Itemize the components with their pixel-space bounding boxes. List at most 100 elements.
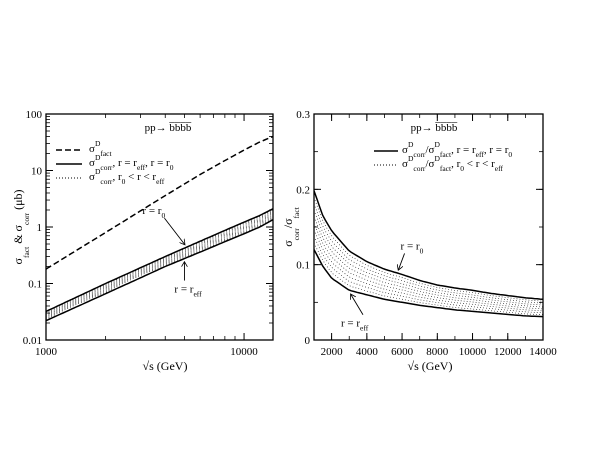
legend-sub: corr — [413, 150, 426, 159]
series-line-reff — [314, 249, 543, 318]
annotation-text: r = r — [142, 205, 161, 217]
band-dotted-line — [46, 212, 273, 315]
svg-text:σfact & σcorr (μb): σfact & σcorr (μb) — [11, 189, 31, 264]
process-label-left: pp→ b̅b̅b̅b̅ — [145, 122, 192, 134]
legend-sup: D — [95, 139, 101, 148]
y-tick-label: 0.3 — [296, 109, 310, 121]
series-line-r0 — [46, 208, 273, 313]
x-tick-label: 2000 — [321, 346, 344, 358]
annotation-arrow — [164, 217, 184, 244]
y-tick-label: 0.1 — [296, 260, 310, 272]
band-dotted-line — [46, 209, 273, 313]
legend-sub: corr — [413, 164, 426, 173]
legend-sub: fact — [100, 149, 112, 158]
y-tick-label: 0 — [305, 335, 311, 347]
legend-tail-sub: 0 — [122, 177, 126, 186]
x-tick-label: 12000 — [494, 346, 522, 358]
x-tick-label: 8000 — [426, 346, 449, 358]
legend-tail2: < r < r — [125, 171, 156, 183]
y-tick-label: 0.2 — [296, 184, 310, 196]
right-chart-panel: σcorr/σfact √s (GeV) 2000 4000 6000 8000 100… — [281, 109, 557, 373]
annotation-arrow — [399, 253, 405, 269]
annotation-sub: 0 — [161, 211, 165, 220]
series-line-reff — [46, 218, 273, 322]
legend-tail2: < r < r — [464, 158, 495, 170]
left-chart-panel: σfact & σcorr (μb) √s (GeV) 1000 100000.0… — [11, 109, 274, 373]
band-dotted-line — [314, 229, 543, 312]
process-label-right: pp→ b̅b̅b̅b̅ — [411, 122, 458, 134]
band-dotted-line — [314, 197, 543, 302]
annotation-sub: 0 — [420, 246, 424, 255]
legend-sup: D — [95, 153, 101, 162]
legend-symbol: σ — [402, 158, 408, 170]
plot-area — [46, 135, 273, 322]
legend-symbol: σ — [89, 143, 95, 155]
band-dotted-line — [46, 216, 273, 319]
annotation-label: r = r0 — [401, 240, 424, 255]
legend-tail-sub: eff — [137, 163, 146, 172]
legend-sup: D — [408, 154, 414, 163]
y-axis-label-left: σfact & σcorr (μb) — [11, 189, 31, 264]
y-tick-label: 100 — [26, 109, 43, 121]
legend-mid-sup: D — [434, 154, 440, 163]
legend-symbol: σ — [402, 144, 408, 156]
series-line-fact — [46, 135, 273, 270]
svg-text:σcorr/σfact: σcorr/σfact — [281, 206, 301, 247]
legend-sub: corr — [100, 177, 113, 186]
annotation-text: r = r — [401, 240, 420, 252]
band-dotted-line — [314, 242, 543, 316]
band-dotted-line — [314, 210, 543, 306]
annotation-arrow — [351, 295, 364, 315]
band-dotted-line — [314, 203, 543, 304]
legend-tail2-sub: 0 — [508, 150, 512, 159]
legend-tail: , r — [451, 158, 461, 170]
y-tick-label: 10 — [31, 166, 43, 178]
legend-mid-sub: fact — [440, 164, 452, 173]
x-tick-label: 6000 — [391, 346, 414, 358]
legend-sub: corr — [100, 163, 113, 172]
band-dotted-line — [46, 218, 273, 320]
band-dotted-line — [314, 223, 543, 310]
plot-area — [314, 190, 543, 318]
annotation-label: r = r0 — [142, 205, 165, 220]
legend-symbol: σ — [89, 171, 95, 183]
series-line-r0 — [314, 190, 543, 301]
x-tick-label: 10000 — [230, 346, 258, 358]
legend-tail2-sub: eff — [156, 177, 165, 186]
legend-mid: /σ — [425, 144, 434, 156]
legend-entry: σDcorr/σDfact, r = reff, r = r0 — [402, 140, 512, 159]
annotation-text: r = r — [174, 284, 193, 296]
band-dotted-line — [46, 210, 273, 314]
legend-mid: /σ — [425, 158, 434, 170]
legend-mid-sub: fact — [440, 150, 452, 159]
annotation-sub: eff — [360, 324, 369, 333]
legend-tail: , r = r — [451, 144, 476, 156]
y-tick-label: 0.1 — [28, 279, 42, 291]
y-axis-label-right: σcorr/σfact — [281, 206, 301, 247]
legend-entry: σDcorr/σDfact, r0 < r < reff — [402, 154, 503, 173]
legend-tail: , r — [112, 171, 122, 183]
plot-frame — [45, 113, 274, 341]
legend-entry: σDcorr, r0 < r < reff — [89, 167, 165, 186]
legend-tail-sub: eff — [476, 150, 485, 159]
band-dotted-line — [314, 236, 543, 314]
x-axis-label-left: √s (GeV) — [143, 359, 188, 373]
annotation-sub: eff — [193, 290, 202, 299]
legend-tail2-sub: eff — [495, 164, 504, 173]
annotation-label: r = reff — [341, 318, 369, 333]
sub: fact — [22, 246, 31, 258]
legend-entry: σDfact — [89, 139, 113, 158]
y-tick-label: 0.01 — [23, 335, 42, 347]
legend-sup: D — [408, 140, 414, 149]
x-axis-label-right: √s (GeV) — [408, 359, 453, 373]
x-tick-label: 14000 — [529, 346, 557, 358]
annotation-text: r = r — [341, 318, 360, 330]
band-dotted-line — [46, 215, 273, 318]
legend-symbol: σ — [89, 157, 95, 169]
band-dotted-line — [46, 214, 273, 317]
legend-tail2: , r = r — [484, 144, 509, 156]
annotation-label: r = reff — [174, 284, 202, 299]
legend-entry: σDcorr, r = reff, r = r0 — [89, 153, 174, 172]
band-dotted-line — [46, 213, 273, 316]
